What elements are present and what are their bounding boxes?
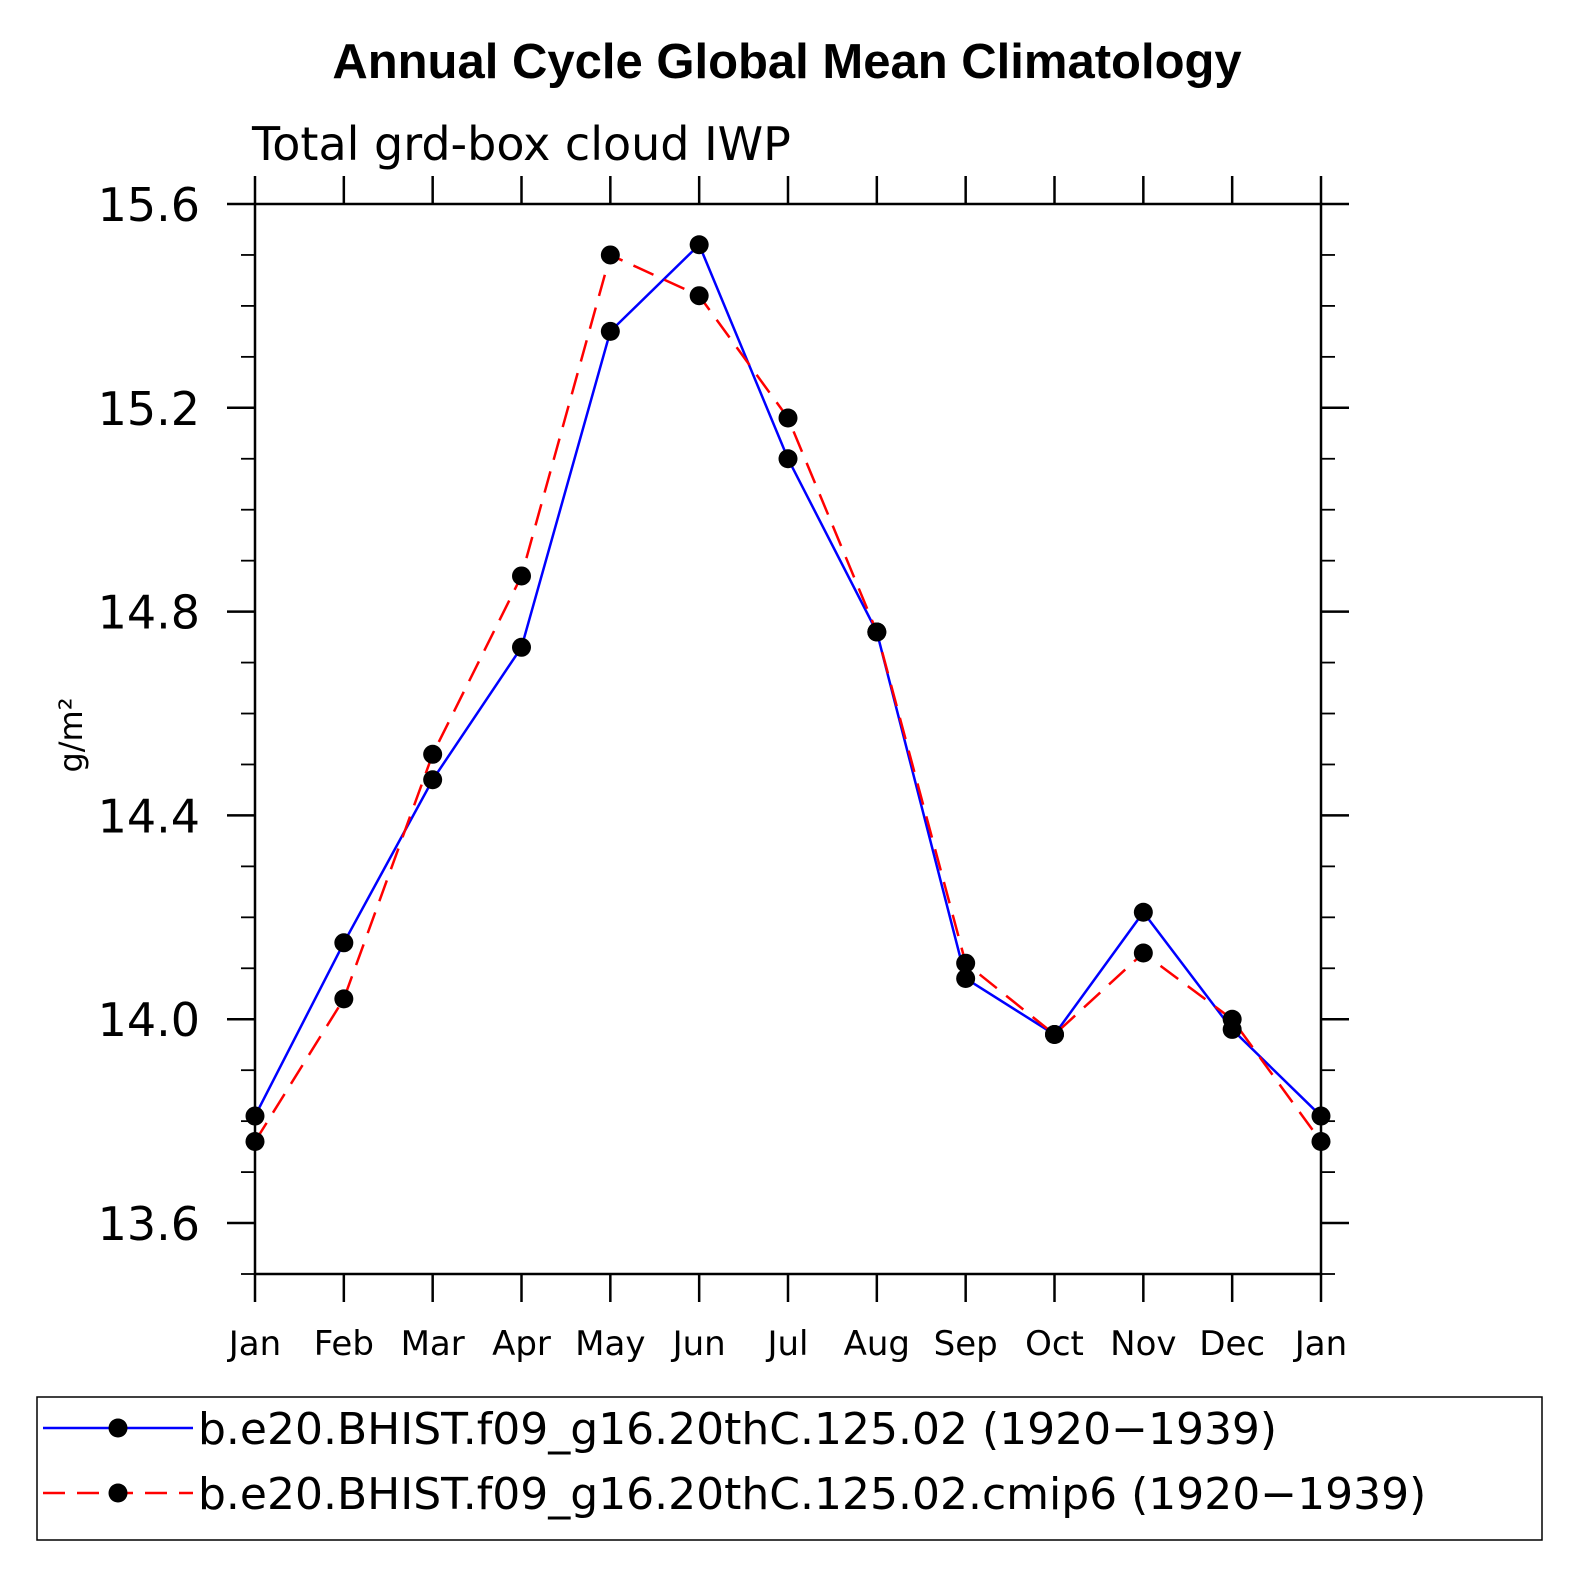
x-tick-label: Jan [227,1324,281,1364]
x-tick-label: Aug [844,1324,910,1364]
data-point-series-1 [1133,902,1153,922]
data-point-series-1 [956,968,976,988]
x-tick-label: Dec [1199,1324,1265,1364]
data-point-series-2 [1222,1009,1242,1029]
y-tick-label: 14.4 [98,789,200,843]
data-point-series-1 [1311,1106,1331,1126]
x-tick-label: Apr [492,1324,551,1364]
x-tick-label: Mar [401,1324,465,1364]
data-point-series-1 [689,235,709,255]
data-point-series-2 [1133,943,1153,963]
x-tick-label: Feb [314,1324,374,1364]
data-point-series-2 [1045,1025,1064,1045]
y-tick-label: 14.0 [98,993,200,1047]
data-point-series-2 [334,989,354,1009]
x-tick-label: Jun [671,1324,726,1364]
data-point-series-2 [867,622,887,642]
data-point-series-1 [423,770,443,790]
data-point-series-1 [512,637,531,657]
y-axis-label: g/m² [52,697,90,772]
data-point-series-2 [956,953,976,973]
y-tick-label: 14.8 [98,586,200,640]
x-axis-ticks [253,176,1323,1302]
x-axis-tick-labels: Jan Feb Mar Apr May Jun Jul Aug Sep Oct Nov Dec Jan [227,1324,1347,1364]
data-point-series-1 [778,449,798,469]
data-point-series-2 [778,408,798,428]
y-tick-label: 15.6 [98,178,200,232]
x-tick-label: Nov [1110,1324,1176,1364]
data-point-series-1 [245,1106,265,1126]
x-tick-label: Sep [934,1324,998,1364]
legend-marker-series-1 [108,1418,128,1438]
data-point-series-2 [245,1132,265,1152]
legend-box [36,1396,1543,1541]
data-point-series-1 [334,933,354,953]
chart-title: Annual Cycle Global Mean Climatology [332,35,1241,89]
legend-label-series-1: b.e20.BHIST.f09_g16.20thC.125.02 (1920−1… [198,1404,1277,1455]
data-point-series-2 [512,566,531,586]
legend-entries: b.e20.BHIST.f09_g16.20thC.125.02 (1920−1… [43,1404,1426,1520]
chart-subtitle: Total grd-box cloud IWP [251,117,791,171]
data-point-series-2 [689,286,709,306]
x-tick-label: Jul [765,1324,808,1364]
y-tick-label: 15.2 [98,382,200,436]
data-point-series-1 [600,321,620,341]
y-tick-label: 13.6 [98,1197,200,1251]
y-axis-tick-labels: 13.6 14.0 14.4 14.8 15.2 15.6 [98,178,200,1251]
legend-label-series-2: b.e20.BHIST.f09_g16.20thC.125.02.cmip6 (… [198,1469,1426,1520]
x-tick-label: Oct [1025,1324,1084,1364]
series-markers [245,235,1331,1152]
legend-marker-series-2 [108,1483,128,1503]
data-point-series-2 [1311,1132,1331,1152]
data-point-series-2 [423,744,443,764]
data-point-series-2 [600,245,620,265]
legend: b.e20.BHIST.f09_g16.20thC.125.02 (1920−1… [36,1396,1543,1541]
x-tick-label: May [575,1324,645,1364]
x-tick-label: Jan [1293,1324,1347,1364]
